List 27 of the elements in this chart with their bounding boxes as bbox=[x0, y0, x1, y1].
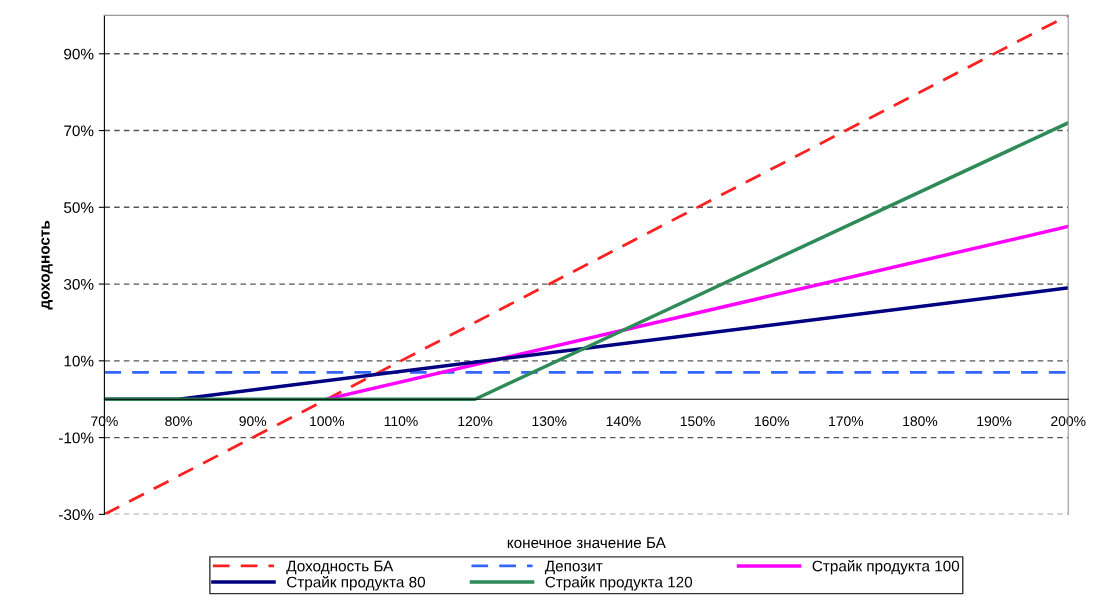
x-tick-label: 130% bbox=[532, 416, 567, 427]
y-tick-label: 90% bbox=[64, 48, 94, 60]
x-tick-label: 180% bbox=[903, 416, 938, 427]
y-tick-label: -30% bbox=[59, 509, 94, 521]
legend-label: Страйк продукта 100 bbox=[812, 559, 960, 575]
y-tick-label: 30% bbox=[63, 278, 94, 290]
y-tick-label: -10% bbox=[59, 432, 94, 444]
x-tick-label: 110% bbox=[384, 416, 418, 427]
legend-label: Страйк продукта 80 bbox=[287, 576, 426, 591]
x-tick-label: 90% bbox=[239, 416, 267, 427]
x-tick-label: 150% bbox=[680, 416, 715, 427]
y-axis-title: доходность bbox=[41, 220, 53, 310]
x-tick-label: 190% bbox=[977, 416, 1012, 427]
x-tick-label: 200% bbox=[1051, 416, 1086, 427]
y-tick-label: 70% bbox=[64, 125, 94, 137]
x-tick-label: 80% bbox=[165, 416, 192, 427]
x-tick-label: 120% bbox=[458, 416, 493, 427]
x-tick-label: 100% bbox=[310, 416, 345, 427]
legend-label: Депозит bbox=[544, 560, 603, 575]
legend-label: Доходность БА bbox=[286, 560, 394, 575]
y-tick-label: 50% bbox=[64, 202, 94, 213]
x-axis-title: конечное значение БА bbox=[507, 537, 666, 549]
x-tick-label: 170% bbox=[829, 416, 864, 427]
legend-label: Страйк продукта 120 bbox=[545, 576, 693, 591]
x-tick-label: 140% bbox=[606, 416, 641, 427]
x-tick-label: 160% bbox=[754, 416, 789, 427]
y-tick-label: 10% bbox=[64, 355, 94, 367]
